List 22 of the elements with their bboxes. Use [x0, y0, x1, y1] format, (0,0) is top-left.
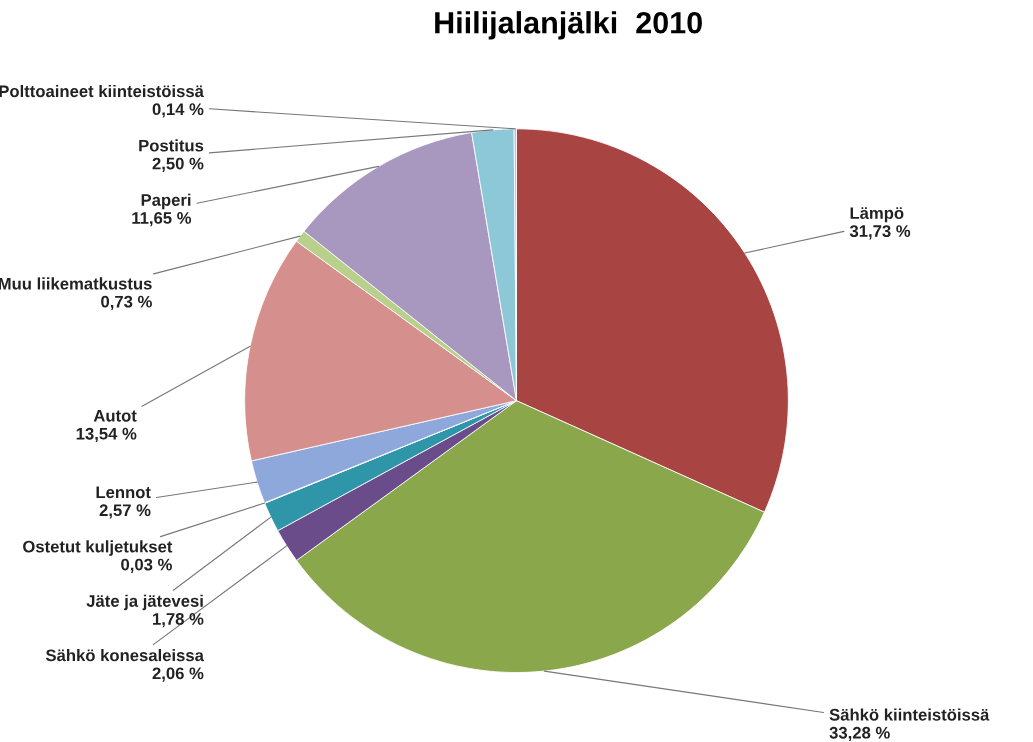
slice-label: Autot — [93, 410, 137, 422]
slice-label: Lennot — [96, 486, 151, 499]
data-label: 13,54 % — [76, 427, 137, 443]
slice-label: Sähkö kiinteistöissä — [829, 708, 990, 721]
data-label: 2,57 % — [99, 504, 151, 519]
slice-label: Ostetut kuljetukset — [23, 540, 173, 556]
data-label: 2,06 % — [152, 667, 204, 682]
data-label: 33,28 % — [829, 726, 890, 742]
data-label: 11,65 % — [132, 212, 192, 227]
slice-label: Jäte ja jätevesi — [86, 594, 203, 611]
data-label: 1,78 % — [153, 613, 204, 628]
slice-label: Sähkö konesaleissa — [45, 649, 204, 662]
data-label: 0,73 % — [101, 295, 152, 310]
data-label: 31,73 % — [849, 225, 911, 240]
slice-label: Polttoaineet kiinteistöissä — [0, 84, 204, 98]
data-label: 0,03 % — [121, 558, 172, 573]
slice-label: Paperi — [141, 193, 191, 210]
chart-title: Hiilijalanjälki 2010 — [435, 11, 702, 40]
slice-label: Postitus — [139, 139, 204, 152]
data-label: 0,14 % — [152, 103, 204, 118]
slice-label: Lämpö — [850, 207, 904, 223]
data-label: 2,50 % — [152, 157, 204, 172]
